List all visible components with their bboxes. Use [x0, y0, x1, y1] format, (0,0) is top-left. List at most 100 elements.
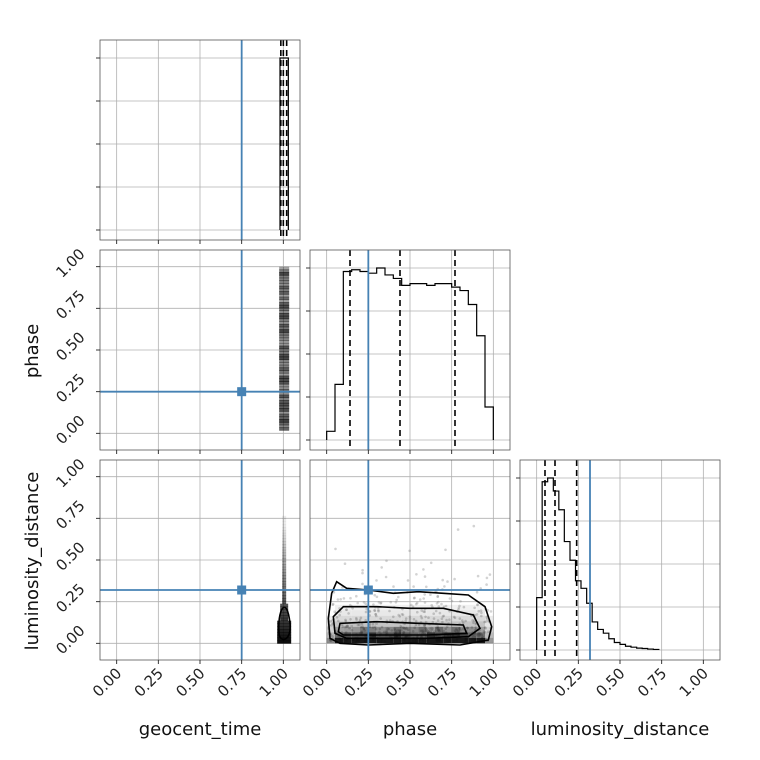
density-cell: [401, 615, 410, 622]
scatter-point: [335, 616, 339, 619]
scatter-point: [365, 607, 369, 611]
y-tick-label: 0.75: [52, 287, 88, 323]
density-cell: [282, 558, 287, 562]
density-cell: [279, 351, 290, 355]
panel-r2-c1-marks: [310, 460, 510, 660]
scatter-point: [452, 615, 456, 619]
scatter-point: [331, 603, 334, 606]
scatter-point: [408, 617, 412, 621]
density-cell: [426, 615, 435, 622]
density-cell: [376, 637, 385, 644]
density-cell: [282, 544, 287, 548]
density-cell: [460, 604, 469, 611]
scatter-point: [348, 603, 352, 607]
contour-middle: [332, 605, 482, 640]
density-cell: [476, 626, 485, 633]
density-cell: [460, 626, 469, 633]
scatter-point: [472, 524, 476, 528]
scatter-point: [379, 601, 383, 604]
density-cell: [279, 424, 290, 429]
scatter-point: [347, 612, 350, 615]
density-cell: [368, 626, 377, 633]
scatter-point: [472, 621, 475, 625]
scatter-point: [358, 623, 361, 627]
scatter-point: [423, 575, 427, 578]
density-cell: [282, 538, 287, 542]
scatter-point: [408, 620, 412, 623]
scatter-point: [474, 622, 478, 626]
scatter-point: [379, 602, 383, 605]
scatter-point: [427, 630, 430, 633]
x-axis-label-phase: phase: [383, 719, 437, 740]
scatter-point: [405, 626, 408, 630]
density-cell: [468, 615, 477, 622]
density-cell: [282, 552, 287, 556]
density-cell: [443, 615, 452, 622]
scatter-point: [401, 613, 405, 616]
density-cell: [282, 600, 287, 605]
density-cell: [351, 621, 360, 627]
scatter-point: [331, 635, 334, 638]
density-cell: [279, 381, 290, 385]
scatter-point: [453, 577, 456, 581]
density-cell: [393, 615, 402, 622]
density-cell: [282, 530, 287, 534]
density-cell: [385, 615, 394, 622]
panel-r2-c0-density: [277, 515, 292, 644]
scatter-point: [373, 609, 376, 612]
scatter-point: [462, 605, 466, 609]
density-cell: [282, 541, 287, 545]
histogram-phase: [326, 267, 494, 440]
scatter-point: [406, 628, 410, 631]
scatter-point: [436, 595, 440, 598]
scatter-point: [360, 622, 364, 626]
scatter-point: [450, 599, 454, 603]
scatter-point: [479, 609, 483, 612]
density-cell: [279, 394, 290, 399]
scatter-point: [336, 598, 340, 601]
scatter-point: [475, 613, 479, 616]
scatter-point: [344, 618, 347, 622]
panel-r2-c0-grid: [100, 460, 300, 660]
density-cell: [277, 634, 292, 639]
density-cell: [451, 632, 460, 638]
scatter-point: [406, 579, 410, 582]
scatter-point: [420, 609, 424, 612]
density-cell: [282, 598, 287, 602]
data-layer: [100, 40, 660, 660]
x-tick-label: 0.25: [551, 664, 587, 700]
panel-r2-c2-marks: [536, 460, 660, 660]
density-cell: [277, 626, 292, 630]
scatter-point: [466, 626, 469, 630]
density-cell: [280, 612, 289, 616]
scatter-point: [404, 619, 408, 623]
scatter-point: [456, 528, 460, 531]
scatter-point: [410, 603, 413, 607]
density-cell: [279, 348, 290, 352]
density-cell: [282, 575, 287, 579]
x-tick-label: 1.00: [676, 664, 712, 700]
density-cell: [279, 397, 290, 401]
scatter-point: [387, 627, 391, 631]
density-cell: [343, 615, 352, 622]
density-cell: [393, 610, 402, 616]
scatter-point: [432, 617, 436, 620]
density-cell: [279, 337, 290, 341]
scatter-point: [457, 608, 460, 611]
density-cell: [410, 626, 419, 633]
density-cell: [335, 615, 344, 622]
density-cell: [326, 615, 335, 622]
density-cell: [435, 626, 444, 633]
density-cell: [351, 604, 360, 611]
y-tick-label: 0.50: [52, 538, 88, 574]
scatter-point: [359, 616, 363, 620]
density-cell: [335, 637, 344, 644]
density-cell: [326, 637, 335, 644]
density-cell: [279, 307, 290, 311]
scatter-point: [431, 620, 435, 624]
scatter-point: [415, 573, 418, 576]
scatter-point: [440, 602, 443, 606]
scatter-point: [489, 610, 493, 613]
density-cell: [279, 272, 290, 276]
scatter-point: [485, 616, 489, 619]
